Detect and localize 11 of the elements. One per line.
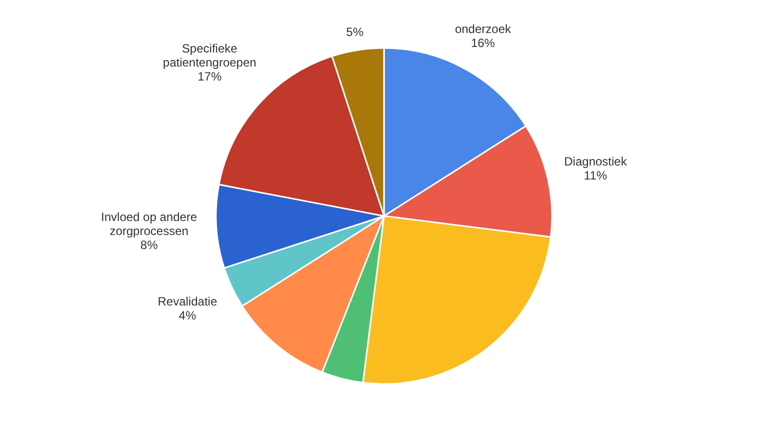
slice-label: Invloed op andere zorgprocessen (101, 210, 198, 238)
slice-label: Diagnostiek (564, 154, 628, 169)
data-label: 17% (198, 69, 222, 84)
slice-label: Revalidatie (158, 294, 218, 308)
data-label: 5% (346, 24, 364, 39)
slice-label: onderzoek (454, 22, 512, 36)
data-label: 16% (470, 36, 496, 50)
data-label: 11% (584, 168, 608, 183)
slice-label: Specifieke patientengroepen (162, 41, 256, 70)
data-label: 8% (140, 238, 158, 252)
data-label: 4% (178, 308, 196, 322)
